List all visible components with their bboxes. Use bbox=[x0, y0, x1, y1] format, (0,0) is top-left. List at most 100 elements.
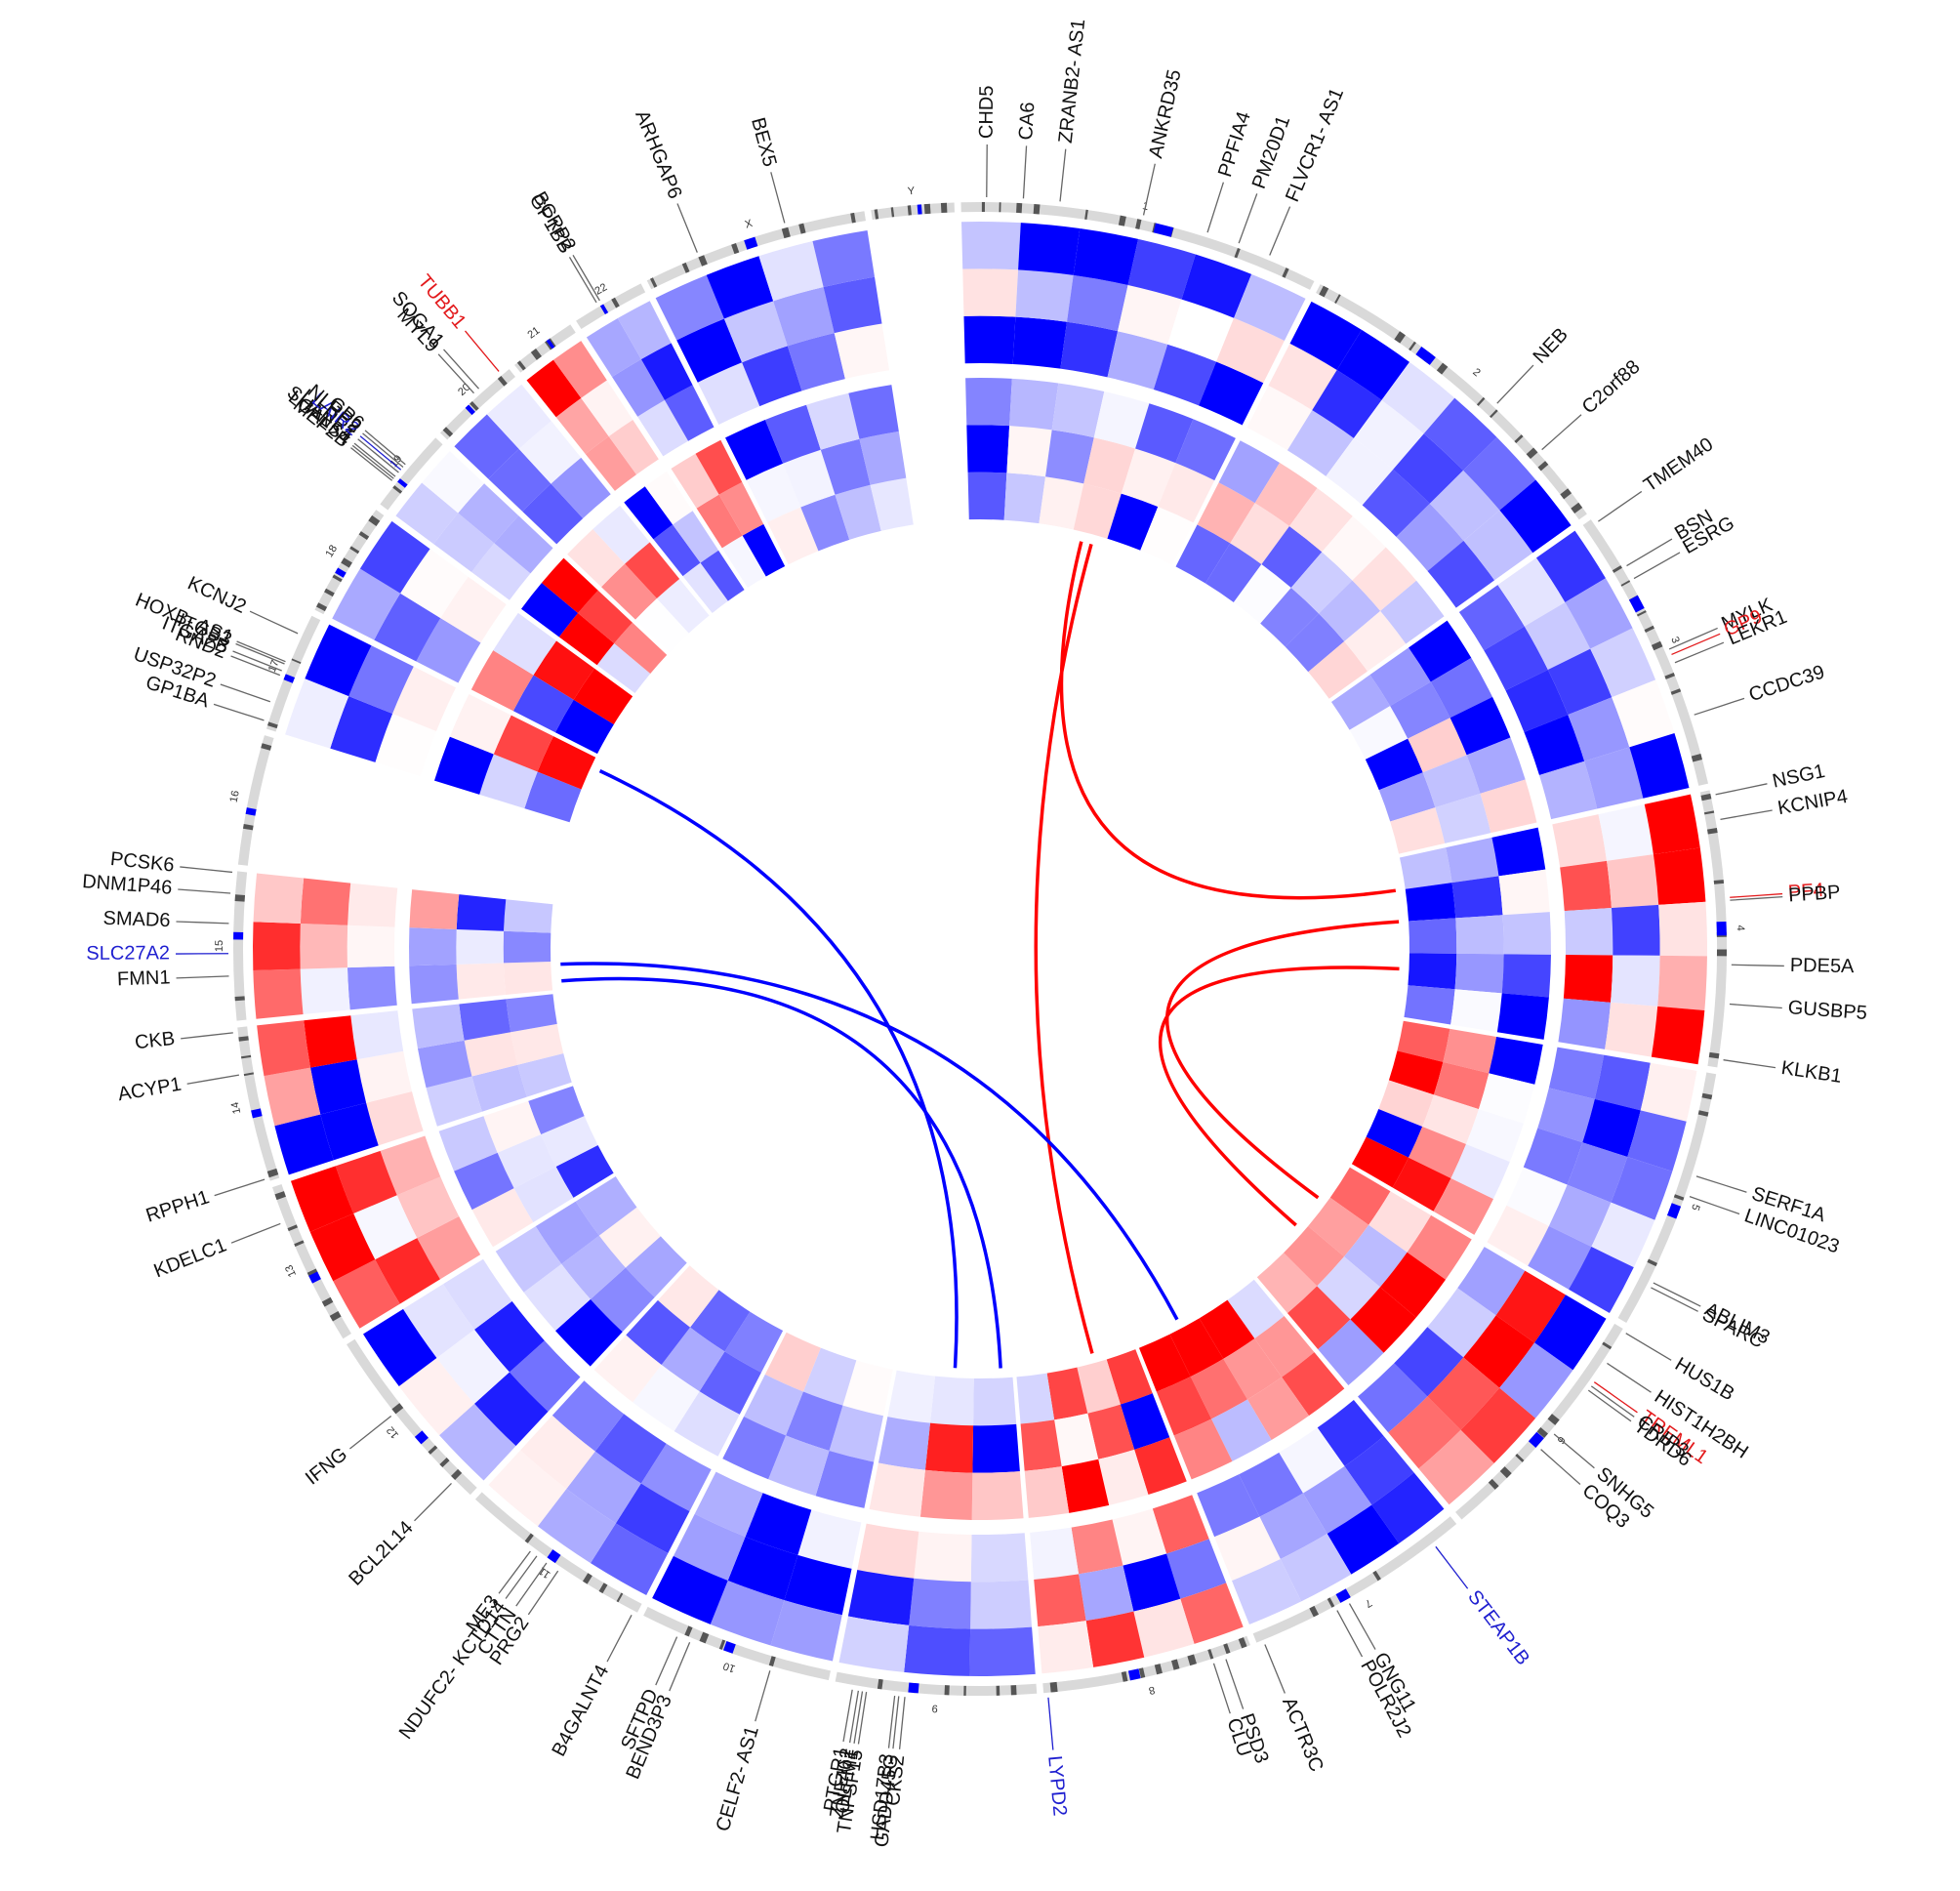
outer-heatmap-track bbox=[253, 221, 1707, 1676]
ideogram-centromere bbox=[1127, 1668, 1141, 1681]
ideogram-band bbox=[1207, 1649, 1214, 1660]
heatmap-cell bbox=[551, 457, 611, 518]
gene-label-pcsk6: PCSK6 bbox=[109, 848, 175, 877]
heatmap-cell bbox=[309, 1213, 376, 1282]
heatmap-cell bbox=[1567, 1142, 1628, 1203]
heatmap-cell bbox=[375, 714, 436, 777]
heatmap-cell bbox=[526, 359, 582, 418]
heatmap-cell bbox=[727, 1537, 798, 1601]
heatmap-cell bbox=[363, 1308, 437, 1387]
gene-leader-line bbox=[213, 703, 265, 721]
ideogram-band bbox=[1514, 434, 1524, 444]
ideogram-band bbox=[616, 1592, 624, 1603]
heatmap-cell bbox=[503, 930, 551, 964]
gene-leader-line bbox=[181, 1032, 233, 1040]
ideogram-centromere bbox=[251, 1108, 263, 1119]
heatmap-cell bbox=[673, 1513, 746, 1582]
gene-label-ccdc39: CCDC39 bbox=[1746, 661, 1827, 706]
heatmap-cell bbox=[400, 549, 469, 619]
gene-leader-line bbox=[437, 353, 474, 394]
gene-leader-line bbox=[676, 203, 698, 253]
ideogram-centromere bbox=[245, 807, 257, 816]
chromosome-label: 11 bbox=[537, 1565, 552, 1581]
heatmap-cell bbox=[914, 1531, 972, 1583]
gene-leader-line bbox=[655, 1636, 678, 1686]
gene-label-chd5: CHD5 bbox=[976, 85, 998, 139]
heatmap-cell bbox=[1458, 585, 1525, 651]
ideogram-band bbox=[442, 427, 454, 437]
heatmap-cell bbox=[300, 924, 348, 969]
gene-label-neb: NEB bbox=[1530, 324, 1572, 368]
heatmap-cell bbox=[1285, 613, 1345, 673]
heatmap-cell bbox=[1256, 1253, 1318, 1314]
gene-label-b4galnt4: B4GALNT4 bbox=[548, 1662, 613, 1760]
heatmap-cell bbox=[1121, 448, 1176, 507]
gene-label-ankrd35: ANKRD35 bbox=[1145, 67, 1186, 160]
heatmap-cell bbox=[1368, 1191, 1432, 1253]
heatmap-cell bbox=[1565, 578, 1633, 649]
heatmap-cell bbox=[375, 1238, 440, 1304]
heatmap-cell bbox=[449, 694, 511, 755]
gene-leader-line bbox=[464, 330, 500, 372]
heatmap-cell bbox=[1077, 1359, 1121, 1414]
heatmap-cell bbox=[350, 1010, 404, 1060]
gene-label-c2orf88: C2orf88 bbox=[1578, 356, 1645, 419]
heatmap-cell bbox=[1279, 1427, 1345, 1494]
heatmap-cell bbox=[1371, 1472, 1445, 1543]
gene-leader-line bbox=[527, 1570, 559, 1616]
heatmap-cell bbox=[566, 1451, 641, 1524]
heatmap-cell bbox=[1060, 321, 1119, 378]
heatmap-cell bbox=[1460, 1387, 1536, 1463]
heatmap-cell bbox=[961, 221, 1021, 270]
heatmap-cell bbox=[1260, 588, 1320, 647]
heatmap-cell bbox=[971, 1471, 1024, 1521]
ideogram-band bbox=[306, 1268, 318, 1278]
heatmap-cell bbox=[535, 1201, 599, 1264]
heatmap-cell bbox=[513, 1167, 574, 1223]
gene-leader-line bbox=[606, 1614, 633, 1663]
ideogram-band bbox=[1697, 1110, 1709, 1117]
heatmap-cell bbox=[1611, 955, 1660, 1007]
heatmap-cell bbox=[304, 1015, 357, 1068]
heatmap-cell bbox=[575, 1175, 637, 1236]
heatmap-cell bbox=[1451, 876, 1503, 919]
gene-label-arhgap6: ARHGAP6 bbox=[631, 107, 685, 202]
heatmap-cell bbox=[661, 1327, 725, 1392]
gene-leader-line bbox=[1435, 1545, 1469, 1589]
heatmap-cell bbox=[802, 1347, 857, 1406]
heatmap-cell bbox=[1180, 1583, 1244, 1644]
gene-leader-line bbox=[235, 642, 285, 665]
heatmap-cell bbox=[1378, 1080, 1434, 1128]
heatmap-cell bbox=[541, 1116, 598, 1168]
gene-leader-line bbox=[1715, 783, 1768, 796]
heatmap-cell bbox=[581, 380, 633, 436]
heatmap-cell bbox=[512, 675, 574, 733]
heatmap-cell bbox=[1657, 955, 1707, 1011]
heatmap-cell bbox=[398, 1357, 474, 1436]
heatmap-cell bbox=[1308, 1197, 1369, 1257]
gene-label-smad6: SMAD6 bbox=[102, 908, 171, 931]
gene-leader-line bbox=[230, 655, 281, 677]
ideogram-band bbox=[1476, 396, 1486, 406]
ideogram-band bbox=[999, 202, 1001, 213]
link-layer bbox=[560, 541, 1400, 1369]
heatmap-cell bbox=[253, 873, 305, 925]
heatmap-cell bbox=[506, 994, 557, 1033]
heatmap-cell bbox=[842, 1360, 893, 1417]
heatmap-cell bbox=[919, 1469, 973, 1520]
ideogram-centromere bbox=[908, 1682, 919, 1694]
ideogram-band bbox=[1547, 1414, 1560, 1425]
heatmap-cell bbox=[962, 268, 1019, 317]
ideogram-band bbox=[341, 557, 352, 568]
gene-label-flvcr1-as1: FLVCR1- AS1 bbox=[1282, 85, 1348, 205]
ideogram-band bbox=[1716, 949, 1727, 957]
heatmap-cell bbox=[1523, 1128, 1583, 1185]
heatmap-cell bbox=[878, 1417, 930, 1470]
heatmap-cell bbox=[969, 1626, 1036, 1676]
ideogram-band bbox=[530, 349, 542, 360]
heatmap-cell bbox=[1261, 525, 1323, 589]
heatmap-cell bbox=[1317, 1256, 1380, 1320]
heatmap-cell bbox=[347, 883, 398, 927]
ideogram-band bbox=[1138, 1667, 1146, 1679]
heatmap-cell bbox=[1175, 419, 1236, 481]
